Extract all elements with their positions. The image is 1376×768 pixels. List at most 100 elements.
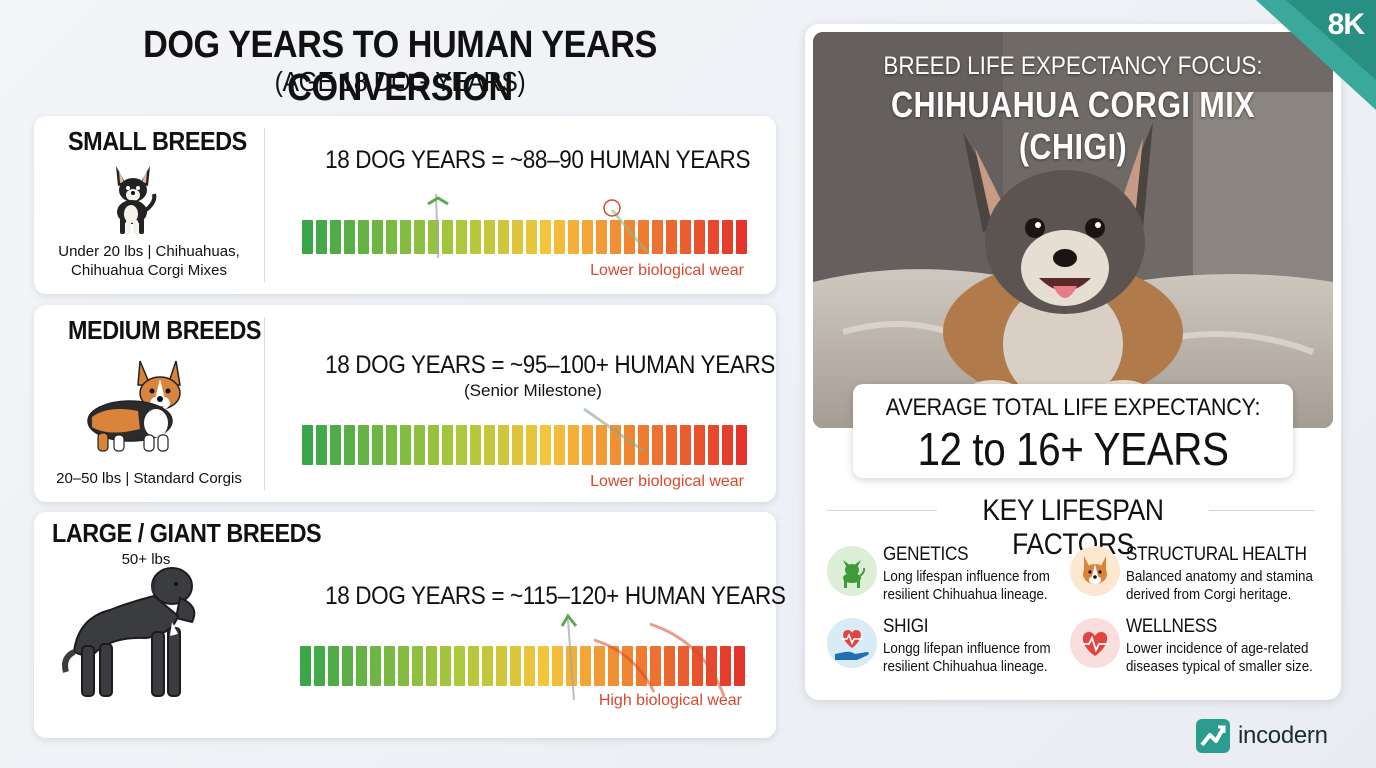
life-expectancy-box: AVERAGE TOTAL LIFE EXPECTANCY: 12 to 16+… xyxy=(853,384,1293,478)
page-subtitle: (AGE 18 DOG YEARS) xyxy=(274,66,526,97)
small-dog-icon xyxy=(827,546,877,596)
wear-bar-segment xyxy=(622,646,633,686)
wear-pointer-arrow xyxy=(427,193,649,259)
wear-bar-segment xyxy=(540,220,551,254)
wear-bar-segment xyxy=(638,425,649,465)
wear-bar-segment xyxy=(400,425,411,465)
chihuahua-icon xyxy=(116,166,157,234)
wear-bar-segment xyxy=(552,646,563,686)
wear-bar-segment xyxy=(468,646,479,686)
wear-bar-segment xyxy=(582,425,593,465)
wear-bar-segment xyxy=(330,220,341,254)
wear-bar-segment xyxy=(736,425,747,465)
factor-description: Longg lifepan influence from resilient C… xyxy=(883,641,1051,675)
wear-bar-segment xyxy=(512,220,523,254)
wear-bar-segment xyxy=(540,425,551,465)
factor-wellness: WELLNESS Lower incidence of age-related … xyxy=(1070,616,1320,680)
wear-bar-segment xyxy=(736,220,747,254)
wear-label: High biological wear xyxy=(598,692,742,709)
wear-bar-segment xyxy=(328,646,339,686)
wear-bar-segment xyxy=(386,425,397,465)
wear-bar-segment xyxy=(358,220,369,254)
wear-bar-segment xyxy=(526,425,537,465)
conversion-text: 18 DOG YEARS = ~88–90 HUMAN YEARS xyxy=(325,146,751,174)
wear-bar-segment xyxy=(316,425,327,465)
wear-bar-segment xyxy=(650,646,661,686)
milestone-text: (Senior Milestone) xyxy=(464,381,602,400)
wear-bar-segment xyxy=(694,220,705,254)
resolution-badge: 8K xyxy=(1256,0,1376,110)
wear-bar-segment xyxy=(608,646,619,686)
factor-description: Long lifespan influence from resilient C… xyxy=(883,569,1050,603)
wear-bar-segment xyxy=(664,646,675,686)
wear-bar-segment xyxy=(636,646,647,686)
wear-bar-segment xyxy=(594,646,605,686)
wear-bar-segment xyxy=(568,425,579,465)
wear-bar-segment xyxy=(356,646,367,686)
wear-bar-segment xyxy=(624,220,635,254)
factor-title: SHIGI xyxy=(883,616,929,637)
mastiff-icon xyxy=(62,567,196,697)
wear-bar-segment xyxy=(400,220,411,254)
conversion-text: 18 DOG YEARS = ~115–120+ HUMAN YEARS xyxy=(325,582,786,610)
wear-bar-segment xyxy=(638,220,649,254)
wear-bar-segment xyxy=(722,220,733,254)
breed-card-small: SMALL BREEDS Under 20 lbs | Chihuahuas, … xyxy=(34,116,776,294)
wear-bar-segment xyxy=(358,425,369,465)
wear-bar-segment xyxy=(414,220,425,254)
wear-bar-segment xyxy=(596,425,607,465)
breed-focus-panel: BREED LIFE EXPECTANCY FOCUS: CHIHUAHUA C… xyxy=(805,24,1341,700)
wear-bar-segment xyxy=(440,646,451,686)
chigi-dog-photo: BREED LIFE EXPECTANCY FOCUS: CHIHUAHUA C… xyxy=(813,32,1333,428)
factor-title: WELLNESS xyxy=(1126,616,1217,637)
breed-weight: 50+ lbs xyxy=(121,551,171,568)
wear-bar-segment xyxy=(384,646,395,686)
card-divider xyxy=(264,317,265,490)
badge-text: 8K xyxy=(1327,8,1365,41)
factor-shigi: SHIGI Longg lifepan influence from resil… xyxy=(827,616,1077,680)
wear-bar-segment xyxy=(372,220,383,254)
badge-ribbon-icon xyxy=(1256,0,1376,110)
factor-genetics: GENETICS Long lifespan influence from re… xyxy=(827,544,1077,608)
corgi-face-icon xyxy=(1070,546,1120,596)
wear-bar-segment xyxy=(538,646,549,686)
breed-name: MEDIUM BREEDS xyxy=(68,315,262,345)
wear-bar-segment xyxy=(580,646,591,686)
wear-pointer-arrow xyxy=(583,407,645,453)
wear-bar-segment xyxy=(484,425,495,465)
wear-bar-segment xyxy=(706,646,717,686)
card-divider xyxy=(264,128,265,282)
conversion-text: 18 DOG YEARS = ~95–100+ HUMAN YEARS xyxy=(325,351,776,379)
wear-bar-segment xyxy=(524,646,535,686)
wear-bar-segment xyxy=(442,425,453,465)
wear-bar-segment xyxy=(454,646,465,686)
wear-bar-segment xyxy=(456,425,467,465)
wear-bar-segment xyxy=(498,220,509,254)
wear-bar-segment xyxy=(582,220,593,254)
wear-bar-segment xyxy=(678,646,689,686)
wear-bar-segment xyxy=(498,425,509,465)
wear-bar-segment xyxy=(300,646,311,686)
page-title: DOG YEARS TO HUMAN YEARS CONVERSION xyxy=(143,24,657,109)
wear-bar-segment xyxy=(412,646,423,686)
brand-logo: incodern xyxy=(1196,718,1328,754)
wear-bar-segment xyxy=(680,425,691,465)
breed-card-medium: MEDIUM BREEDS 20–50 lbs | Standard Corgi… xyxy=(34,305,776,502)
wear-bar-segment xyxy=(610,220,621,254)
wear-bar-segment xyxy=(414,425,425,465)
wear-bar-segment xyxy=(652,425,663,465)
wear-bar-segment xyxy=(482,646,493,686)
wear-bar-segment xyxy=(302,220,313,254)
factor-title: GENETICS xyxy=(883,544,969,565)
breed-description: Under 20 lbs | Chihuahuas, Chihuahua Cor… xyxy=(58,243,240,279)
factor-description: Balanced anatomy and stamina derived fro… xyxy=(1126,569,1313,603)
wear-bar-segment xyxy=(720,646,731,686)
heading-rule-left xyxy=(827,510,937,511)
wear-bar-segment xyxy=(568,220,579,254)
factor-structural-health: STRUCTURAL HEALTH Balanced anatomy and s… xyxy=(1070,544,1320,608)
brand-logo-icon xyxy=(1196,719,1230,753)
wear-bar-segment xyxy=(652,220,663,254)
wear-bar-segment xyxy=(526,220,537,254)
wear-bar-segment xyxy=(734,646,745,686)
heart-pulse-icon xyxy=(1070,618,1120,668)
